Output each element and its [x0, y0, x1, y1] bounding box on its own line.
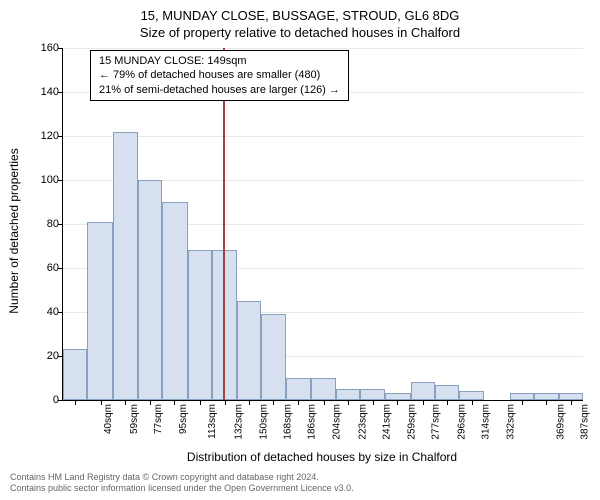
annotation-line-1: 15 MUNDAY CLOSE: 149sqm	[99, 54, 340, 68]
x-tick-mark	[150, 400, 151, 405]
x-tick-mark	[174, 400, 175, 405]
footer-line-1: Contains HM Land Registry data © Crown c…	[10, 472, 354, 483]
histogram-bar	[411, 382, 435, 400]
y-tick-label: 0	[53, 394, 59, 406]
histogram-bar	[534, 393, 558, 400]
y-tick-label: 100	[41, 174, 59, 186]
x-axis-title: Distribution of detached houses by size …	[62, 450, 582, 464]
annotation-callout: 15 MUNDAY CLOSE: 149sqm ← 79% of detache…	[90, 50, 349, 101]
x-tick-label: 277sqm	[431, 404, 442, 440]
x-tick-mark	[324, 400, 325, 405]
histogram-bar	[311, 378, 335, 400]
annotation-line-2: ← 79% of detached houses are smaller (48…	[99, 68, 340, 82]
x-tick-label: 387sqm	[580, 404, 591, 440]
x-tick-label: 296sqm	[456, 404, 467, 440]
histogram-bar	[87, 222, 113, 400]
histogram-bar	[510, 393, 534, 400]
grid-line	[63, 48, 583, 49]
x-tick-label: 314sqm	[481, 404, 492, 440]
x-tick-mark	[225, 400, 226, 405]
x-tick-mark	[273, 400, 274, 405]
x-tick-mark	[348, 400, 349, 405]
histogram-bar	[113, 132, 137, 400]
y-tick-label: 20	[47, 350, 59, 362]
histogram-bar	[385, 393, 411, 400]
histogram-bar	[138, 180, 162, 400]
x-tick-mark	[571, 400, 572, 405]
y-tick-label: 120	[41, 130, 59, 142]
histogram-bar	[459, 391, 483, 400]
histogram-bar	[188, 250, 212, 400]
histogram-bar	[435, 385, 459, 400]
x-tick-mark	[522, 400, 523, 405]
x-tick-label: 259sqm	[406, 404, 417, 440]
x-tick-mark	[373, 400, 374, 405]
x-tick-label: 204sqm	[331, 404, 342, 440]
histogram-bar	[559, 393, 583, 400]
x-tick-mark	[249, 400, 250, 405]
chart-title-block: 15, MUNDAY CLOSE, BUSSAGE, STROUD, GL6 8…	[0, 0, 600, 40]
y-tick-label: 60	[47, 262, 59, 274]
footer-line-2: Contains public sector information licen…	[10, 483, 354, 494]
x-tick-mark	[447, 400, 448, 405]
x-tick-label: 77sqm	[153, 404, 164, 434]
x-tick-mark	[472, 400, 473, 405]
x-tick-label: 40sqm	[103, 404, 114, 434]
histogram-bar	[336, 389, 360, 400]
x-tick-mark	[546, 400, 547, 405]
y-tick-label: 140	[41, 86, 59, 98]
x-tick-label: 59sqm	[129, 404, 140, 434]
grid-line	[63, 136, 583, 137]
x-tick-label: 223sqm	[357, 404, 368, 440]
x-tick-mark	[397, 400, 398, 405]
histogram-bar	[162, 202, 188, 400]
title-line-1: 15, MUNDAY CLOSE, BUSSAGE, STROUD, GL6 8…	[0, 8, 600, 23]
x-tick-label: 369sqm	[555, 404, 566, 440]
histogram-bar	[261, 314, 285, 400]
x-tick-mark	[75, 400, 76, 405]
x-tick-mark	[298, 400, 299, 405]
x-tick-label: 95sqm	[178, 404, 189, 434]
plot-area: 02040608010012014016040sqm59sqm77sqm95sq…	[62, 48, 583, 401]
x-tick-label: 132sqm	[234, 404, 245, 440]
footer-attribution: Contains HM Land Registry data © Crown c…	[10, 472, 354, 494]
x-tick-mark	[125, 400, 126, 405]
x-tick-label: 241sqm	[382, 404, 393, 440]
x-tick-mark	[200, 400, 201, 405]
x-tick-label: 150sqm	[258, 404, 269, 440]
title-line-2: Size of property relative to detached ho…	[0, 25, 600, 40]
x-tick-mark	[423, 400, 424, 405]
x-tick-label: 332sqm	[505, 404, 516, 440]
x-tick-label: 168sqm	[283, 404, 294, 440]
x-tick-label: 113sqm	[207, 404, 218, 439]
histogram-bar	[63, 349, 87, 400]
histogram-bar	[286, 378, 312, 400]
annotation-line-3: 21% of semi-detached houses are larger (…	[99, 83, 340, 97]
histogram-bar	[360, 389, 384, 400]
y-tick-label: 80	[47, 218, 59, 230]
y-tick-label: 40	[47, 306, 59, 318]
x-tick-mark	[101, 400, 102, 405]
histogram-bar	[237, 301, 261, 400]
y-tick-label: 160	[41, 42, 59, 54]
x-tick-label: 186sqm	[307, 404, 318, 440]
